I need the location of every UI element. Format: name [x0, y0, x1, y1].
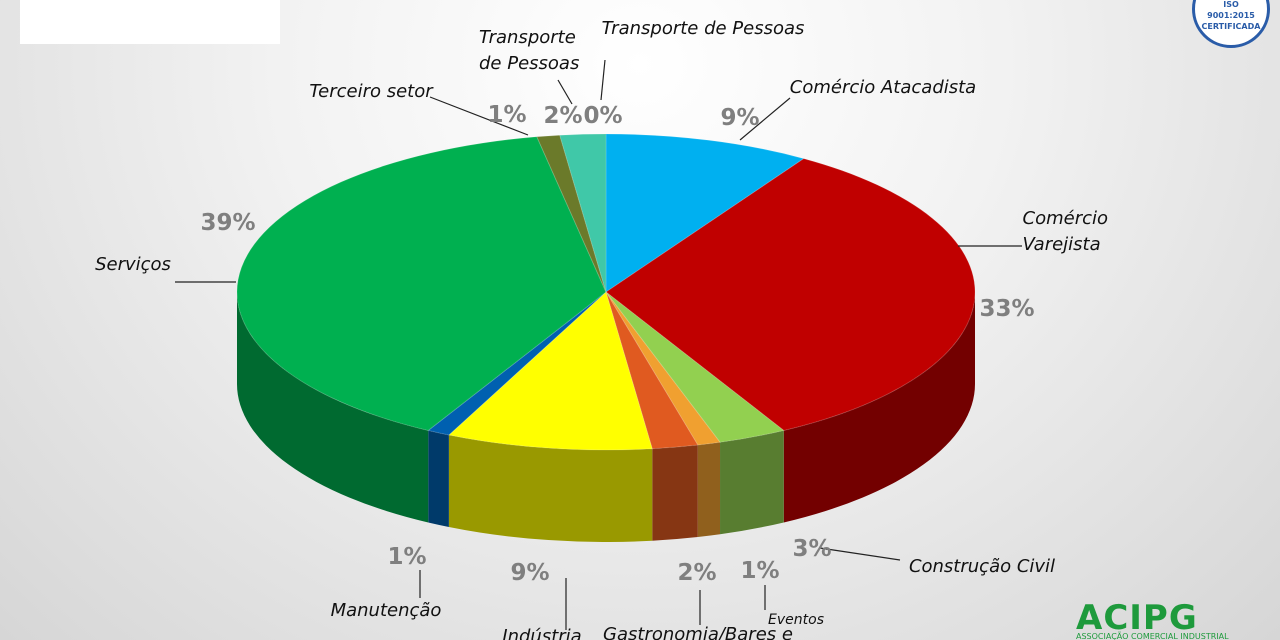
value-label: 9%: [510, 560, 550, 586]
badge-text: ISO: [1223, 0, 1239, 9]
leader-line: [739, 97, 791, 141]
slice: [427, 291, 607, 436]
logo: ACIPG: [1076, 598, 1198, 638]
slice-side: [783, 292, 975, 523]
category-label: Comércio Atacadista: [789, 77, 977, 98]
slice-side: [237, 292, 429, 523]
category-label: Terceiro setor: [309, 81, 433, 102]
value-label: 39%: [200, 210, 256, 236]
value-label: 1%: [387, 544, 427, 570]
slice: [605, 291, 699, 450]
slice: [605, 291, 785, 443]
value-label: 9%: [720, 105, 760, 131]
slice-side: [720, 430, 784, 535]
category-label: Construção Civil: [908, 556, 1056, 577]
value-label: 1%: [740, 558, 780, 584]
category-label: Transporte de Pessoas: [479, 27, 580, 74]
leader-line: [819, 547, 901, 561]
slice-side: [448, 434, 653, 542]
value-label: 33%: [979, 296, 1035, 322]
badge-text: CERTIFICADA: [1201, 22, 1261, 31]
leader-line: [557, 79, 573, 105]
blank-area: [20, 0, 280, 44]
value-label: 1%: [487, 102, 527, 128]
value-label: 3%: [792, 536, 832, 562]
slice-side: [428, 430, 449, 527]
slice: [605, 158, 976, 431]
leader-line: [429, 96, 529, 136]
value-label: 2%: [543, 103, 583, 129]
category-label: Gastronomia/Bares e: [603, 624, 793, 640]
category-label: Indústria: [502, 626, 582, 640]
slice: [236, 136, 607, 431]
category-label: Serviços: [95, 254, 171, 275]
slice: [605, 133, 805, 293]
category-label: Manutenção: [330, 600, 442, 621]
badge-text: 9001:2015: [1207, 11, 1255, 20]
value-label: 0%: [583, 103, 623, 129]
category-label: Transporte de Pessoas: [601, 18, 805, 39]
slice: [605, 291, 721, 446]
leader-line: [600, 59, 606, 101]
slice: [536, 134, 607, 293]
category-label: Eventos: [768, 612, 824, 628]
slice-side: [697, 442, 721, 538]
slice: [447, 291, 653, 451]
logo-subtitle: ASSOCIAÇÃO COMERCIAL INDUSTRIAL: [1076, 632, 1229, 640]
slice: [559, 133, 607, 293]
category-label: Comércio Varejista: [1022, 208, 1109, 255]
value-label: 2%: [677, 560, 717, 586]
slice-side: [652, 445, 698, 541]
